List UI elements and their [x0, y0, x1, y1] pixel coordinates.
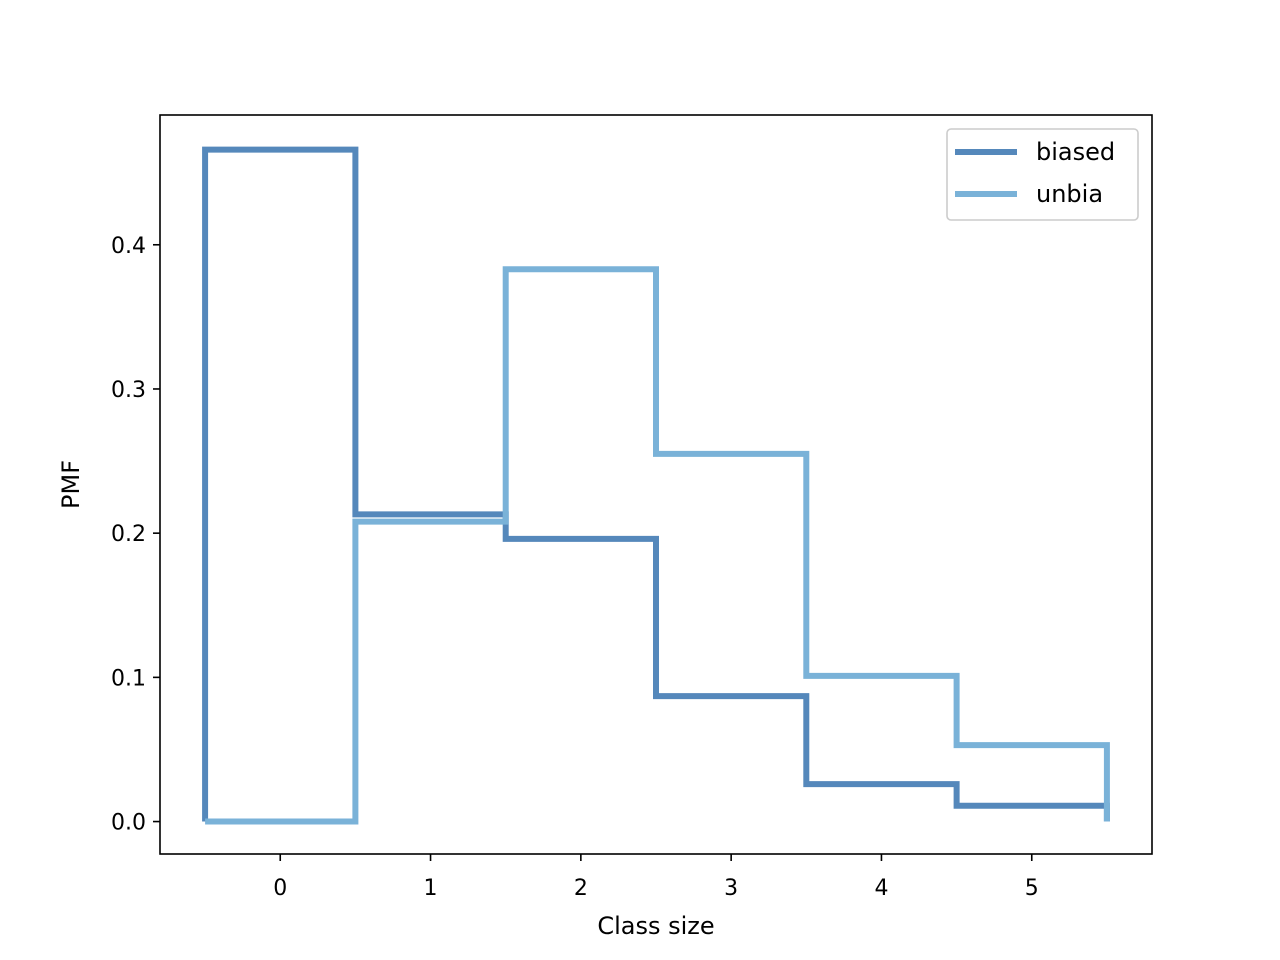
y-tick-label: 0.3: [111, 378, 146, 403]
x-tick-label: 1: [424, 876, 438, 901]
x-axis-label: Class size: [597, 912, 714, 940]
legend-label-biased: biased: [1036, 138, 1115, 166]
y-axis-label: PMF: [57, 460, 85, 509]
x-tick-label: 3: [724, 876, 738, 901]
y-axis: 0.0 0.1 0.2 0.3 0.4: [111, 234, 160, 836]
x-tick-label: 5: [1025, 876, 1039, 901]
x-tick-label: 0: [273, 876, 287, 901]
y-tick-label: 0.0: [111, 811, 146, 836]
series-layer: [202, 146, 1110, 825]
legend-label-unbia: unbia: [1036, 180, 1103, 208]
x-tick-label: 4: [874, 876, 888, 901]
x-axis: 0 1 2 3 4 5: [273, 854, 1039, 901]
plot-frame: [159, 114, 1153, 855]
y-tick-label: 0.4: [111, 234, 146, 259]
legend: biased unbia: [946, 128, 1139, 221]
series-line-unbia: [205, 266, 1110, 825]
y-tick-label: 0.2: [111, 522, 146, 547]
series-line-biased: [202, 146, 1110, 822]
x-tick-label: 2: [574, 876, 588, 901]
y-tick-label: 0.1: [111, 666, 146, 691]
